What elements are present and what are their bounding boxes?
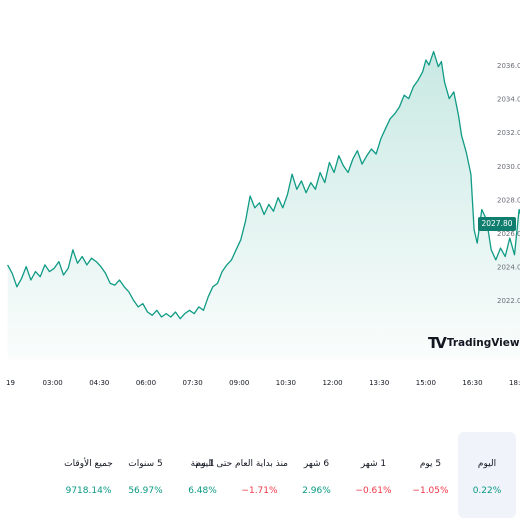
period-label: جميع الأوقات (64, 459, 113, 469)
period-change-value: −0.61% (355, 486, 392, 496)
x-tick-label: 06:00 (136, 379, 156, 387)
x-tick-label: 04:30 (89, 379, 109, 387)
x-tick-label: 19 (6, 379, 15, 387)
y-tick-label: 2034.00 (497, 96, 520, 104)
period-label: منذ بداية العام حتى اليوم (195, 459, 288, 469)
y-tick-label: 2032.00 (497, 129, 520, 137)
period-3[interactable]: 6 شهر 2.96% (288, 432, 345, 518)
period-5[interactable]: 1 سنة 6.48% (174, 432, 231, 518)
period-change-value: −1.71% (241, 486, 278, 496)
y-tick-label: 2030.00 (497, 163, 520, 171)
period-7[interactable]: جميع الأوقات 9718.14% (60, 432, 117, 518)
period-1[interactable]: 5 يوم −1.05% (402, 432, 459, 518)
x-tick-label: 09:00 (229, 379, 249, 387)
x-tick-label: 12:00 (322, 379, 342, 387)
period-change-value: 56.97% (128, 486, 163, 496)
period-change-value: 0.22% (472, 486, 502, 496)
price-area-fill (7, 51, 520, 360)
x-tick-label: 03:00 (43, 379, 63, 387)
period-change-value: 6.48% (188, 486, 217, 496)
period-2[interactable]: 1 شهر −0.61% (345, 432, 402, 518)
tradingview-logo[interactable]: TV TradingView (428, 333, 520, 353)
period-change-value: −1.05% (412, 486, 449, 496)
x-tick-label: 07:30 (183, 379, 203, 387)
y-tick-label: 2028.00 (497, 196, 520, 204)
y-axis: 2036.00 2034.00 2032.00 2030.00 2028.00 2026.… (497, 62, 520, 305)
tradingview-logo-icon: TV (428, 334, 447, 352)
x-tick-label: 13:30 (369, 379, 389, 387)
period-6[interactable]: 5 سنوات 56.97% (117, 432, 174, 518)
performance-periods: اليوم 0.22% 5 يوم −1.05% 1 شهر −0.61% 6 شهر 2.9… (0, 432, 520, 520)
period-label: 5 يوم (419, 459, 442, 469)
y-tick-label: 2026.00 (497, 230, 520, 238)
period-label: 1 شهر (360, 459, 387, 469)
x-axis: 19 03:00 04:30 06:00 07:30 09:00 10:30 12:00 13:… (6, 379, 520, 387)
period-0[interactable]: اليوم 0.22% (458, 432, 516, 518)
period-change-value: 9718.14% (65, 486, 112, 496)
period-label: 5 سنوات (128, 459, 163, 469)
current-price-badge: 2027.80 (478, 217, 516, 231)
y-tick-label: 2036.00 (497, 62, 520, 70)
period-4[interactable]: منذ بداية العام حتى اليوم −1.71% (195, 432, 288, 518)
y-tick-label: 2024.00 (497, 264, 520, 272)
x-tick-label: 16:30 (462, 379, 482, 387)
x-tick-label: 10:30 (276, 379, 296, 387)
period-label: 1 سنة (190, 459, 215, 469)
period-label: اليوم (477, 459, 497, 469)
chart-canvas[interactable]: 2036.00 2034.00 2032.00 2030.00 2028.00 2026.… (0, 0, 520, 395)
price-chart[interactable]: 2036.00 2034.00 2032.00 2030.00 2028.00 2026.… (0, 0, 520, 395)
x-tick-label: 15:00 (416, 379, 436, 387)
y-tick-label: 2022.00 (497, 297, 520, 305)
period-label: 6 شهر (303, 459, 330, 469)
period-change-value: 2.96% (302, 486, 331, 496)
tradingview-logo-text: TradingView (446, 337, 520, 349)
x-tick-label: 18:00 (509, 379, 520, 387)
